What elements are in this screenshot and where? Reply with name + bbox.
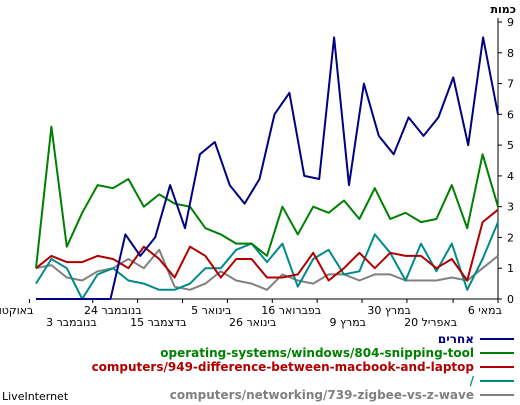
legend-label: operating-systems/windows/804-snipping-t…: [160, 346, 474, 360]
y-tick-label: 4: [507, 170, 514, 183]
y-tick-label: 5: [507, 139, 514, 152]
y-unit-label: כמות: [491, 3, 516, 16]
x-tick-label: 3 בנובמבר: [46, 316, 97, 329]
series-line: [35, 208, 499, 282]
credit-label: LiveInternet: [2, 390, 69, 403]
x-tick-label: 20 באפריל: [404, 316, 457, 329]
x-tick-label: 24 בנובמבר: [84, 304, 142, 317]
y-tick-label: 3: [507, 201, 514, 214]
y-tick-label: 2: [507, 231, 514, 244]
y-tick-label: 1: [507, 262, 514, 275]
series-line: [35, 125, 499, 269]
x-tick-label: 5 בינואר: [191, 304, 231, 317]
series-lines: [35, 36, 499, 300]
series-line: [35, 221, 499, 300]
series-line: [36, 36, 499, 300]
y-tick-label: 6: [507, 108, 514, 121]
y-tick-label: 0: [507, 293, 514, 306]
x-tick-label: 15 בדצמבר: [130, 316, 186, 329]
y-axis: 0 1 2 3 4 5 6 7 8 9: [497, 16, 514, 306]
legend-label: computers/949-difference-between-macbook…: [92, 360, 475, 374]
y-tick-label: 9: [507, 16, 514, 29]
x-tick-label: 6 במאי: [468, 304, 502, 317]
legend-label: אחרים: [438, 332, 474, 346]
x-tick-label: 9 במרץ: [330, 316, 366, 329]
x-tick-label: 16 בפברואר: [261, 304, 321, 317]
legend-label: computers/networking/739-zigbee-vs-z-wav…: [170, 388, 474, 402]
y-tick-label: 7: [507, 78, 514, 91]
x-tick-label: 26 בינואר: [229, 316, 276, 329]
legend-label: /: [470, 374, 475, 388]
y-tick-label: 8: [507, 47, 514, 60]
x-tick-label: 1 באוקטובר: [0, 304, 33, 317]
x-tick-label: 30 במרץ: [367, 304, 410, 317]
legend: אחריםoperating-systems/windows/804-snipp…: [92, 332, 514, 402]
